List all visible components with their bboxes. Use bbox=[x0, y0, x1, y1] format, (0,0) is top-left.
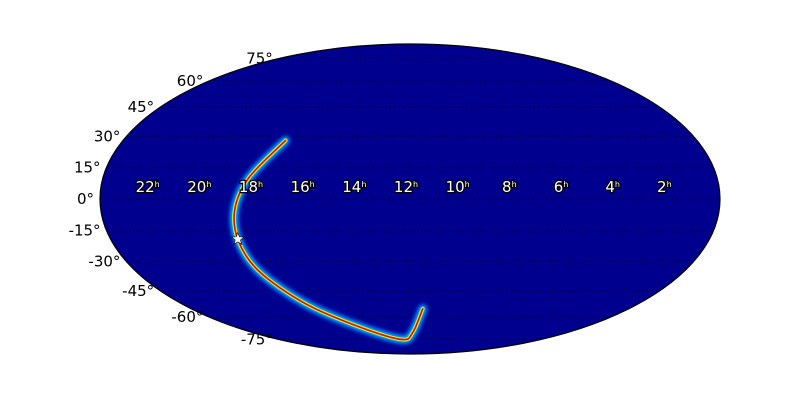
dec-tick-label: -75° bbox=[241, 330, 273, 348]
dec-tick-label: -45° bbox=[122, 282, 154, 300]
ra-tick-label: 10h bbox=[446, 178, 470, 196]
arc-layer-5 bbox=[233, 140, 424, 341]
dec-tick-label: -15° bbox=[69, 222, 101, 240]
dec-tick-label: -30° bbox=[88, 253, 120, 271]
dec-tick-label: 30° bbox=[94, 127, 121, 145]
ra-tick-label: 20h bbox=[187, 178, 211, 196]
ra-tick-label: 14h bbox=[342, 178, 366, 196]
ra-tick-label: 2h bbox=[657, 178, 672, 196]
probability-arc bbox=[229, 135, 428, 345]
ra-tick-label: 12h bbox=[394, 178, 418, 196]
star-marker-icon bbox=[230, 231, 245, 245]
dec-tick-label: 45° bbox=[128, 98, 155, 116]
sky-background bbox=[100, 44, 720, 354]
dec-tick-label: 0° bbox=[77, 190, 94, 208]
ra-tick-label: 6h bbox=[554, 178, 569, 196]
sky-border bbox=[99, 43, 721, 355]
ra-tick-label: 4h bbox=[605, 178, 620, 196]
dec-tick-label: -60° bbox=[171, 308, 203, 326]
ra-tick-label: 16h bbox=[291, 178, 315, 196]
ra-tick-label: 8h bbox=[502, 178, 517, 196]
ra-tick-label: 18h bbox=[239, 178, 263, 196]
ra-tick-label: 22h bbox=[136, 178, 160, 196]
dec-tick-label: 75° bbox=[246, 50, 273, 68]
dec-tick-label: 15° bbox=[74, 158, 101, 176]
dec-tick-label: 60° bbox=[177, 72, 204, 90]
